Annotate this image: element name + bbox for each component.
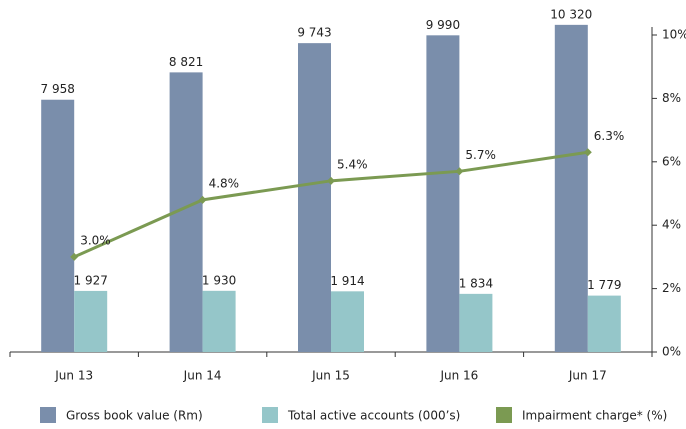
- x-tick-label: Jun 15: [311, 369, 350, 383]
- y2-tick-label: 6%: [662, 154, 681, 168]
- marker: [583, 148, 592, 157]
- bar: [202, 290, 236, 352]
- bar: [426, 35, 460, 352]
- x-tick-label: Jun 14: [183, 369, 222, 383]
- x-tick-label: Jun 13: [54, 369, 93, 383]
- data-label: 5.7%: [465, 148, 496, 162]
- legend-label: Total active accounts (000’s): [287, 409, 460, 423]
- bar: [554, 24, 588, 353]
- data-label: 1 914: [330, 274, 364, 288]
- legend-label: Impairment charge* (%): [522, 409, 667, 423]
- x-tick-label: Jun 17: [568, 369, 607, 383]
- legend-label: Gross book value (Rm): [66, 409, 203, 423]
- y2-tick-label: 10%: [662, 28, 686, 42]
- marker: [455, 167, 464, 176]
- legend-swatch: [262, 407, 278, 423]
- data-label: 9 743: [297, 26, 331, 40]
- bar: [459, 293, 493, 352]
- bar: [331, 291, 364, 352]
- marker: [70, 252, 79, 261]
- y2-tick-label: 0%: [662, 345, 681, 359]
- data-label: 6.3%: [594, 129, 625, 143]
- data-label: 1 930: [202, 273, 236, 287]
- data-label: 1 834: [459, 276, 493, 290]
- marker: [327, 176, 335, 185]
- bar: [41, 99, 75, 352]
- bar: [298, 43, 331, 352]
- legend-swatch: [40, 407, 56, 423]
- y2-tick-label: 8%: [662, 91, 681, 105]
- legend-swatch: [496, 407, 512, 423]
- data-label: 1 779: [587, 278, 621, 292]
- data-label: 4.8%: [209, 176, 240, 190]
- data-label: 8 821: [169, 55, 203, 69]
- bar: [74, 290, 108, 352]
- data-label: 5.4%: [337, 157, 368, 171]
- y2-tick-label: 2%: [662, 281, 681, 295]
- data-label: 1 927: [74, 273, 108, 287]
- data-label: 9 990: [426, 18, 460, 32]
- bar: [587, 295, 621, 352]
- y2-tick-label: 4%: [662, 218, 681, 232]
- data-label: 7 958: [41, 82, 75, 96]
- x-tick-label: Jun 16: [439, 369, 478, 383]
- data-label: 10 320: [550, 7, 592, 21]
- data-label: 3.0%: [80, 233, 111, 247]
- marker: [198, 195, 207, 204]
